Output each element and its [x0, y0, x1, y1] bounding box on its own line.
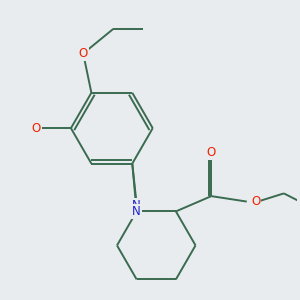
Text: O: O	[79, 47, 88, 60]
Text: O: O	[207, 146, 216, 159]
Text: O: O	[251, 195, 260, 208]
Text: O: O	[32, 122, 41, 135]
Text: N: N	[132, 205, 141, 218]
Text: N: N	[132, 199, 141, 212]
